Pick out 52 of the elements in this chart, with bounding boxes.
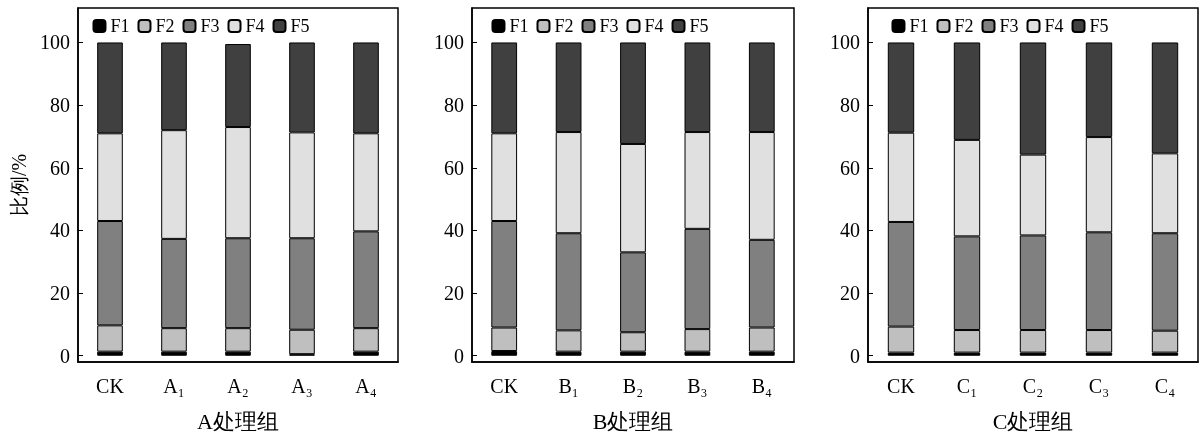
y-tick-label: 100 (434, 31, 464, 54)
legend-label: F4 (245, 16, 265, 36)
x-tick-label: A₄ (355, 375, 377, 397)
y-tick-label: 100 (40, 31, 70, 54)
x-tick-label: B₃ (687, 375, 708, 397)
y-tick-label: 100 (830, 31, 860, 54)
y-tick-label: 40 (444, 219, 464, 242)
x-axis-title: C处理组 (992, 408, 1074, 434)
y-tick-label: 80 (444, 94, 464, 117)
legend-label: F3 (999, 16, 1019, 36)
y-tick-label: 80 (50, 94, 70, 117)
x-tick-label: C₂ (1022, 375, 1044, 397)
legend-label: F3 (599, 16, 619, 36)
y-tick-label: 60 (50, 156, 70, 179)
x-tick-label: A₁ (163, 375, 185, 397)
y-tick-label: 20 (50, 282, 70, 305)
legend-label: F2 (554, 16, 574, 36)
x-tick-label: B₁ (558, 375, 579, 397)
x-tick-label: A₂ (227, 375, 249, 397)
y-tick-label: 60 (444, 156, 464, 179)
x-tick-label: C₁ (956, 375, 978, 397)
x-tick-label: B₂ (622, 375, 644, 397)
legend-label: F2 (155, 16, 175, 36)
y-tick-label: 80 (840, 94, 860, 117)
legend-label: F2 (954, 16, 974, 36)
legend-label: F1 (909, 16, 929, 36)
legend-label: F3 (200, 16, 220, 36)
legend-label: F1 (110, 16, 130, 36)
x-tick-label: C₄ (1154, 375, 1176, 397)
y-tick-label: 60 (840, 156, 860, 179)
y-tick-label: 20 (444, 282, 464, 305)
x-tick-label: A₃ (291, 375, 313, 397)
legend-label: F5 (290, 16, 310, 36)
x-tick-label: C₃ (1088, 375, 1110, 397)
y-tick-label: 0 (60, 344, 70, 367)
legend-label: F5 (1089, 16, 1109, 36)
y-tick-label: 0 (850, 344, 860, 367)
y-axis-title: 比例/% (8, 153, 31, 217)
y-tick-label: 20 (840, 282, 860, 305)
x-tick-label: B₄ (751, 375, 772, 397)
x-tick-label: CK (96, 375, 125, 397)
legend-label: F5 (689, 16, 709, 36)
y-tick-label: 40 (50, 219, 70, 242)
legend-label: F4 (644, 16, 664, 36)
legend-label: F1 (509, 16, 529, 36)
x-tick-label: CK (887, 375, 916, 397)
y-tick-label: 0 (454, 344, 464, 367)
y-tick-label: 40 (840, 219, 860, 242)
x-tick-label: CK (490, 375, 519, 397)
x-axis-title: A处理组 (197, 408, 279, 434)
x-axis-title: B处理组 (592, 408, 674, 434)
legend-label: F4 (1044, 16, 1064, 36)
